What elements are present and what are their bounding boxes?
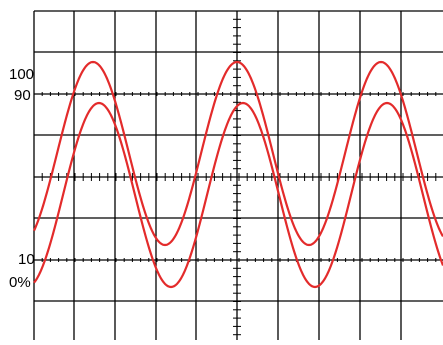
waveform-trace-upper xyxy=(32,60,443,247)
graticule-ticks xyxy=(33,10,437,336)
scale-label-100: 100 xyxy=(9,66,35,83)
waveform-traces xyxy=(32,60,443,289)
scale-label-10: 10 xyxy=(18,251,35,268)
scale-label-0: 0% xyxy=(9,274,31,291)
waveform-trace-lower xyxy=(33,101,443,289)
scale-label-90: 90 xyxy=(14,87,31,104)
